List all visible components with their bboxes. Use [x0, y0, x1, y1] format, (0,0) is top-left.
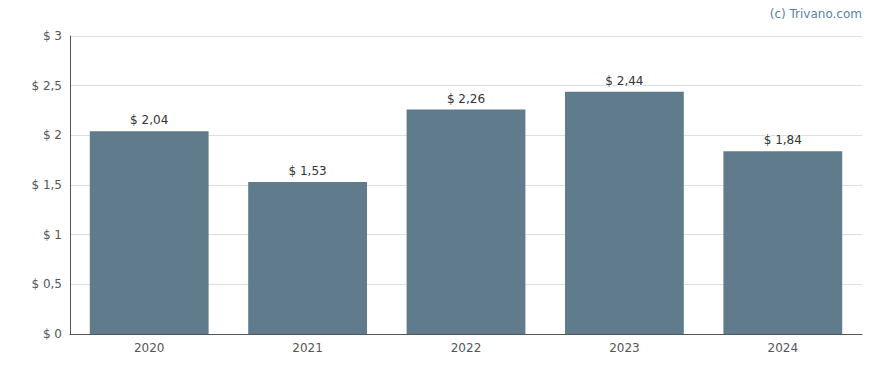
svg-text:$ 2: $ 2: [43, 128, 62, 142]
svg-text:$ 3: $ 3: [43, 29, 62, 43]
svg-text:$ 0,5: $ 0,5: [31, 277, 62, 291]
svg-text:$ 2,44: $ 2,44: [605, 74, 643, 88]
svg-text:$ 1: $ 1: [43, 228, 62, 242]
svg-text:$ 2,04: $ 2,04: [130, 113, 168, 127]
svg-text:$ 0: $ 0: [43, 327, 62, 341]
svg-text:$ 2,5: $ 2,5: [31, 79, 62, 93]
svg-text:2024: 2024: [768, 341, 799, 355]
svg-text:2022: 2022: [451, 341, 482, 355]
svg-text:$ 1,84: $ 1,84: [764, 133, 802, 147]
svg-text:(c) Trivano.com: (c) Trivano.com: [770, 7, 862, 21]
svg-text:2020: 2020: [134, 341, 165, 355]
svg-text:$ 1,5: $ 1,5: [31, 178, 62, 192]
svg-text:2023: 2023: [609, 341, 640, 355]
svg-text:$ 2,26: $ 2,26: [447, 92, 485, 106]
svg-text:$ 1,53: $ 1,53: [289, 164, 327, 178]
svg-text:2021: 2021: [292, 341, 323, 355]
